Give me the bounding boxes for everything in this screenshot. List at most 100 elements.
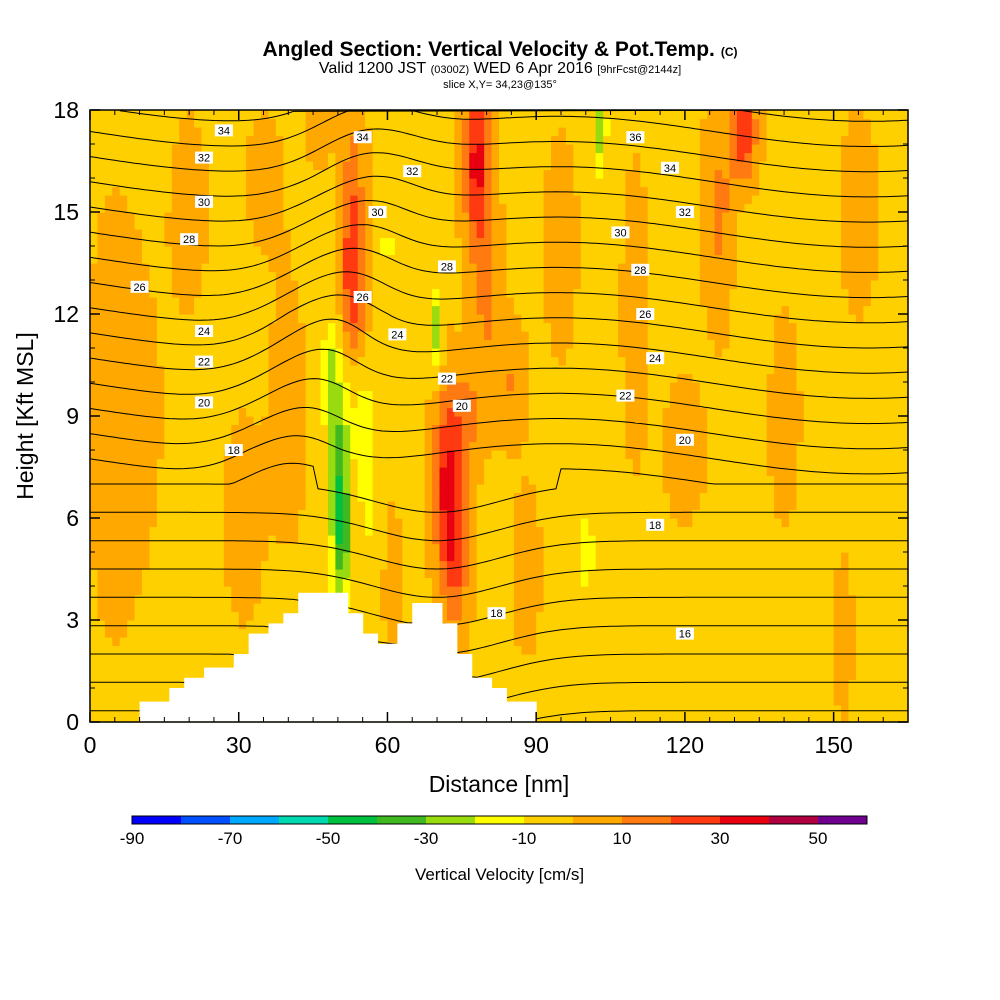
velocity-cell [194,314,203,324]
velocity-cell [216,628,225,638]
velocity-cell [528,492,537,502]
velocity-cell [454,586,463,596]
velocity-cell [454,161,463,171]
velocity-cell [179,254,188,264]
velocity-cell [253,127,262,137]
velocity-cell [320,331,329,341]
velocity-cell [223,144,232,154]
velocity-cell [327,382,336,392]
velocity-cell [439,186,448,196]
velocity-cell [580,169,589,179]
velocity-cell [365,586,374,596]
velocity-cell [231,246,240,256]
velocity-cell [171,441,180,451]
velocity-cell [387,305,396,315]
velocity-cell [409,254,418,264]
velocity-cell [446,569,455,579]
velocity-cell [513,407,522,417]
velocity-cell [499,399,508,409]
velocity-cell [432,492,441,502]
velocity-cell [134,543,143,553]
velocity-cell [290,169,299,179]
velocity-cell [112,263,121,273]
velocity-cell [194,467,203,477]
velocity-cell [543,433,552,443]
velocity-cell [142,577,151,587]
velocity-cell [476,390,485,400]
velocity-cell [573,220,582,230]
velocity-cell [253,484,262,494]
velocity-cell [268,195,277,205]
velocity-cell [350,475,359,485]
velocity-cell [461,365,470,375]
velocity-cell [90,356,99,366]
velocity-cell [97,373,106,383]
velocity-cell [394,535,403,545]
velocity-cell [164,654,173,664]
velocity-cell [499,365,508,375]
velocity-cell [179,637,188,647]
velocity-cell [305,135,314,145]
velocity-cell [551,688,560,698]
velocity-cell [335,365,344,375]
velocity-cell [551,518,560,528]
velocity-cell [394,603,403,613]
velocity-cell [156,467,165,477]
velocity-cell [499,671,508,681]
velocity-cell [565,110,574,120]
velocity-cell [119,237,128,247]
velocity-cell [134,246,143,256]
velocity-cell [149,288,158,298]
velocity-cell [164,603,173,613]
velocity-cell [290,246,299,256]
velocity-cell [595,492,604,502]
velocity-cell [499,246,508,256]
velocity-cell [439,314,448,324]
velocity-cell [558,603,567,613]
velocity-cell [298,297,307,307]
velocity-cell [127,535,136,545]
velocity-cell [469,220,478,230]
velocity-cell [320,526,329,536]
title-units: (C) [721,45,738,59]
velocity-cell [506,688,515,698]
velocity-cell [402,237,411,247]
velocity-cell [424,144,433,154]
velocity-cell [290,560,299,570]
velocity-cell [208,433,218,443]
velocity-cell [580,348,589,358]
velocity-cell [246,348,255,358]
velocity-cell [179,288,188,298]
velocity-cell [231,501,240,511]
velocity-cell [573,679,582,689]
velocity-cell [327,535,336,545]
velocity-cell [149,152,158,162]
velocity-cell [290,467,299,477]
velocity-cell [528,696,537,706]
velocity-cell [536,560,545,570]
velocity-cell [365,365,374,375]
velocity-cell [476,501,485,511]
velocity-cell [298,280,307,290]
velocity-cell [499,620,508,630]
velocity-cell [484,339,493,349]
velocity-cell [424,186,433,196]
velocity-cell [565,195,574,205]
velocity-cell [298,390,307,400]
velocity-cell [119,263,128,273]
velocity-cell [394,586,403,596]
velocity-cell [127,696,136,706]
velocity-cell [171,407,180,417]
velocity-cell [253,390,262,400]
velocity-cell [119,552,128,562]
velocity-cell [558,654,567,664]
velocity-cell [246,195,255,205]
velocity-cell [142,178,151,188]
velocity-cell [588,169,597,179]
velocity-cell [112,654,121,664]
velocity-cell [536,441,545,451]
velocity-cell [320,348,329,358]
velocity-cell [253,611,262,621]
velocity-cell [380,577,389,587]
velocity-cell [565,577,574,587]
